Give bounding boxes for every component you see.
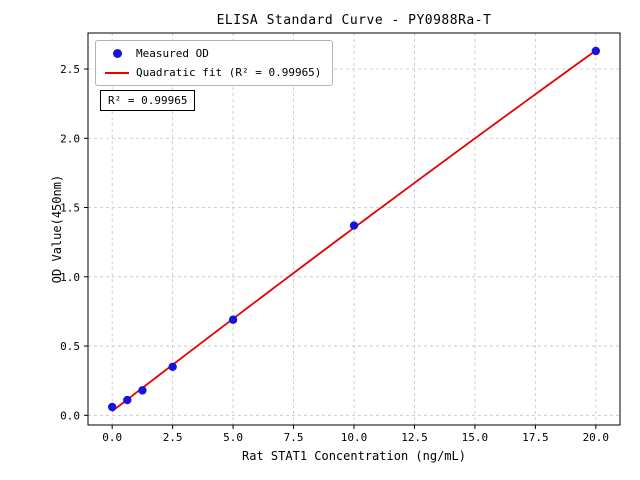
svg-text:12.5: 12.5 bbox=[401, 431, 428, 444]
svg-text:1.5: 1.5 bbox=[60, 202, 80, 215]
r-squared-annotation: R² = 0.99965 bbox=[100, 90, 196, 111]
svg-text:17.5: 17.5 bbox=[522, 431, 549, 444]
legend-marker-fit bbox=[105, 71, 129, 74]
svg-text:20.0: 20.0 bbox=[583, 431, 610, 444]
svg-text:1.0: 1.0 bbox=[60, 271, 80, 284]
svg-text:0.5: 0.5 bbox=[60, 340, 80, 353]
svg-text:2.5: 2.5 bbox=[60, 63, 80, 76]
svg-text:7.5: 7.5 bbox=[284, 431, 304, 444]
legend-marker-measured bbox=[112, 49, 122, 58]
svg-text:10.0: 10.0 bbox=[341, 431, 368, 444]
svg-text:2.0: 2.0 bbox=[60, 132, 80, 145]
legend-entry-fit: Quadratic fit (R² = 0.99965) bbox=[104, 66, 321, 79]
chart-title: ELISA Standard Curve - PY0988Ra-T bbox=[216, 13, 492, 28]
legend-entry-measured: Measured OD bbox=[104, 47, 321, 60]
svg-text:5.0: 5.0 bbox=[223, 431, 243, 444]
x-axis-label: Rat STAT1 Concentration (ng/mL) bbox=[242, 449, 466, 463]
svg-text:2.5: 2.5 bbox=[163, 431, 183, 444]
legend-label-measured: Measured OD bbox=[136, 47, 209, 60]
svg-text:0.0: 0.0 bbox=[60, 409, 80, 422]
legend: Measured OD Quadratic fit (R² = 0.99965) bbox=[95, 40, 334, 86]
svg-text:0.0: 0.0 bbox=[102, 431, 122, 444]
svg-text:15.0: 15.0 bbox=[462, 431, 489, 444]
legend-label-fit: Quadratic fit (R² = 0.99965) bbox=[136, 66, 322, 79]
y-axis-label: OD Value(450nm) bbox=[50, 174, 64, 284]
